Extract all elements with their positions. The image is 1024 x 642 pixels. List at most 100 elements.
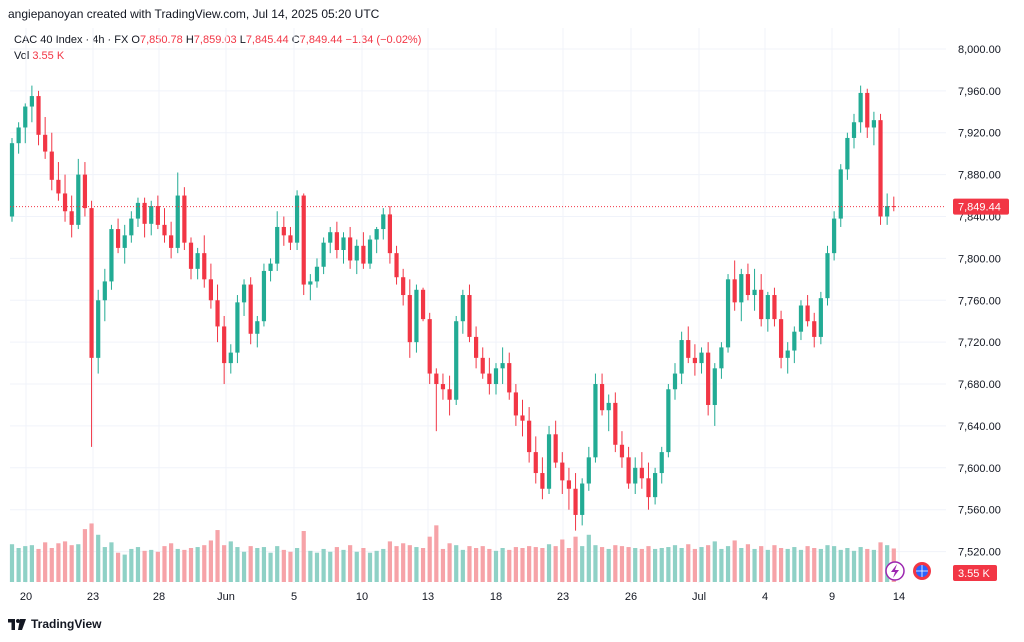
candle-body	[82, 174, 88, 209]
candle-body	[493, 368, 499, 385]
candle-body	[43, 134, 48, 152]
candle-body	[109, 229, 114, 282]
candle-body	[155, 206, 160, 225]
volume-bar	[328, 551, 333, 582]
volume-bar	[838, 549, 843, 582]
ohlc-legend: CAC 40 Index · 4h · FX O7,850.78 H7,859.…	[14, 34, 421, 46]
volume-bar	[679, 548, 684, 582]
candle-body	[69, 211, 74, 225]
volume-bar	[619, 546, 625, 582]
volume-bar	[367, 552, 373, 582]
x-tick-label: 10	[356, 591, 368, 603]
candle-body	[328, 232, 333, 243]
candle-body	[507, 363, 512, 393]
candle-body	[348, 237, 353, 261]
candle-body	[129, 218, 134, 236]
candle-body	[374, 229, 379, 240]
candle-body	[553, 434, 558, 463]
volume-bar	[208, 540, 213, 582]
globe-icon[interactable]	[913, 562, 931, 580]
candle-body	[712, 368, 717, 405]
candle-body	[686, 340, 691, 358]
candle-body	[858, 92, 863, 123]
volume-bar	[851, 550, 857, 582]
tradingview-logo[interactable]: TradingView	[8, 617, 101, 631]
candle-body	[222, 326, 227, 364]
candle-body	[394, 253, 399, 278]
volume-bar	[818, 548, 823, 582]
candle-body	[434, 373, 439, 385]
volume-bar	[626, 547, 631, 582]
volume-bar	[639, 548, 644, 582]
candlesticks	[9, 85, 896, 531]
x-tick-label: 23	[557, 591, 569, 603]
candle-body	[102, 281, 107, 301]
volume-bar	[255, 548, 260, 582]
volume-bar	[341, 549, 346, 582]
volume-label[interactable]: Vol	[14, 50, 30, 62]
volume-bar	[43, 542, 48, 582]
candle-body	[619, 444, 625, 458]
volume-bar	[202, 545, 207, 582]
candle-body	[533, 452, 538, 474]
symbol-label[interactable]: CAC 40 Index · 4h · FX	[14, 34, 129, 46]
volume-bar	[580, 546, 585, 582]
volume-bar	[175, 548, 180, 582]
volume-bar	[149, 549, 154, 582]
volume-bar	[89, 523, 94, 582]
volume-bar	[354, 551, 359, 582]
volume-bar	[785, 548, 790, 582]
volume-bar	[394, 546, 399, 582]
volume-bar	[606, 548, 611, 582]
volume-bar	[447, 543, 452, 582]
candle-body	[692, 357, 697, 364]
volume-bar	[115, 552, 121, 582]
volume-bar	[825, 545, 830, 582]
x-tick-label: 13	[422, 591, 434, 603]
close-label: C	[291, 34, 300, 46]
candle-body	[679, 340, 684, 374]
x-tick-label: 4	[762, 591, 768, 603]
candle-body	[195, 253, 200, 269]
candle-body	[752, 289, 757, 296]
candle-body	[599, 384, 605, 411]
open-value: 7,850.78	[139, 34, 183, 46]
candle-body	[593, 384, 598, 458]
volume-bar	[573, 536, 578, 582]
x-tick-label: Jun	[217, 591, 235, 603]
candle-body	[626, 457, 631, 484]
candle-body	[149, 206, 154, 224]
volume-bar	[672, 545, 678, 582]
candle-body	[454, 321, 459, 400]
volume-bar	[215, 530, 220, 582]
volume-bar	[420, 548, 426, 582]
candle-body	[646, 478, 651, 498]
candle-body	[427, 319, 432, 374]
candle-body	[792, 331, 797, 351]
volume-bar	[560, 539, 565, 582]
x-tick-label: 9	[829, 591, 835, 603]
volume-bar	[69, 545, 74, 582]
volume-bar	[805, 546, 810, 582]
candle-body	[639, 467, 644, 479]
volume-bar	[759, 546, 764, 582]
flash-icon[interactable]	[885, 561, 905, 581]
candle-body	[772, 295, 777, 320]
candle-body	[228, 352, 233, 364]
volume-bar	[653, 548, 658, 582]
volume-bar	[248, 546, 253, 582]
candle-body	[845, 137, 850, 170]
candle-body	[878, 120, 883, 217]
volume-bar	[142, 550, 147, 582]
volume-bar	[871, 549, 876, 582]
last-volume-label: 3.55 K	[958, 568, 990, 580]
volume-bar	[454, 545, 459, 582]
high-label: H	[185, 34, 194, 46]
volume-bar	[633, 548, 638, 582]
volume-bar	[49, 548, 54, 582]
candle-body	[235, 302, 240, 353]
candle-body	[268, 263, 273, 271]
y-tick-label: 7,600.00	[958, 463, 1001, 475]
volume-bar	[434, 525, 439, 582]
